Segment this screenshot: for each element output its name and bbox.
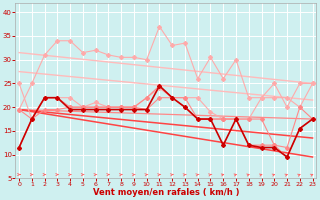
X-axis label: Vent moyen/en rafales ( km/h ): Vent moyen/en rafales ( km/h ) — [92, 188, 239, 197]
